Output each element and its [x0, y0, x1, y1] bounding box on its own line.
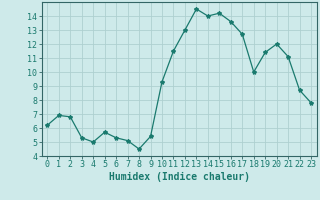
X-axis label: Humidex (Indice chaleur): Humidex (Indice chaleur): [109, 172, 250, 182]
